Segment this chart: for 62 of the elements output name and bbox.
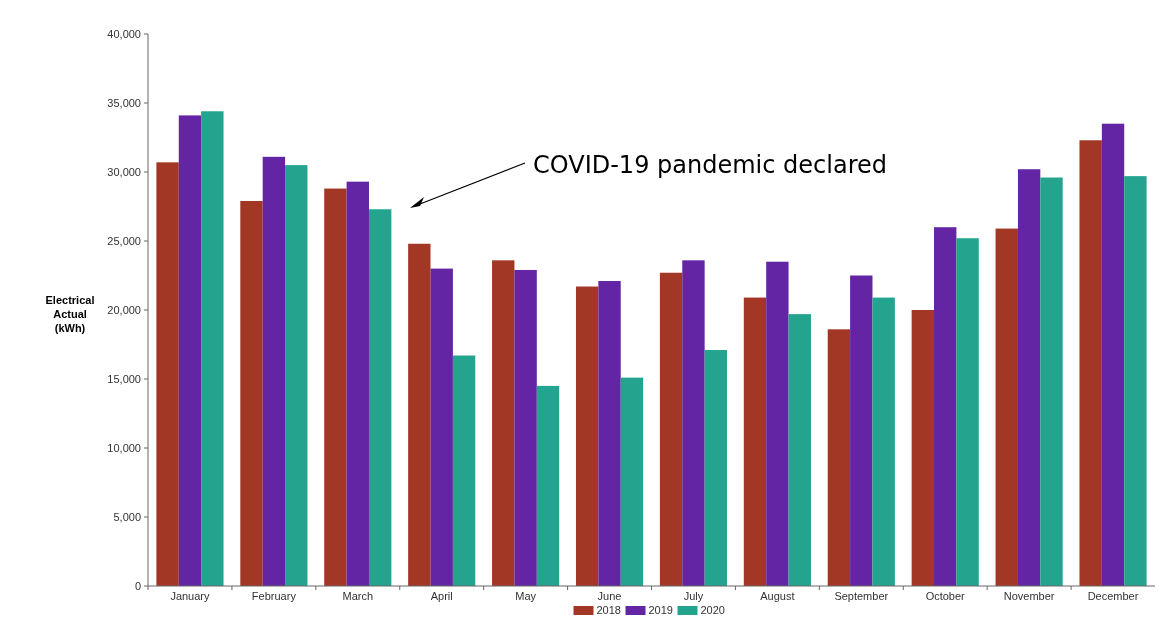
bar bbox=[827, 329, 851, 586]
bar bbox=[285, 165, 308, 586]
bar bbox=[956, 238, 979, 586]
bar bbox=[620, 377, 644, 586]
bar bbox=[598, 281, 621, 586]
bar bbox=[1040, 177, 1063, 586]
x-tick-label: December bbox=[1087, 590, 1139, 602]
annotation: COVID-19 pandemic declared bbox=[533, 151, 887, 179]
y-tick-label: 15,000 bbox=[107, 372, 141, 385]
bar bbox=[1101, 123, 1125, 586]
y-tick-label: 10,000 bbox=[107, 441, 141, 454]
bar bbox=[995, 228, 1018, 586]
bar bbox=[262, 156, 286, 586]
bar bbox=[788, 314, 811, 586]
x-tick-label: April bbox=[430, 590, 453, 602]
x-tick-label: March bbox=[342, 590, 374, 602]
y-tick-label: 5,000 bbox=[113, 510, 141, 523]
bar bbox=[1079, 140, 1102, 586]
bar bbox=[934, 227, 957, 586]
legend-label: 2018 bbox=[596, 604, 621, 616]
bar bbox=[743, 297, 767, 586]
bar bbox=[1124, 176, 1147, 586]
bar bbox=[659, 272, 683, 586]
y-tick-label: 20,000 bbox=[107, 303, 141, 316]
bar bbox=[156, 162, 179, 586]
bar bbox=[575, 286, 599, 586]
legend-label: 2020 bbox=[700, 604, 725, 616]
y-tick-label: 30,000 bbox=[107, 165, 141, 178]
y-axis-title: Electrical Actual (kWh) bbox=[45, 294, 95, 334]
x-tick-label: January bbox=[170, 590, 211, 602]
bar bbox=[850, 275, 873, 586]
bar bbox=[201, 111, 224, 586]
y-tick-label: 25,000 bbox=[107, 234, 141, 247]
x-tick-label: May bbox=[515, 590, 537, 602]
y-tick-label: 0 bbox=[134, 579, 141, 592]
x-tick-label: November bbox=[1003, 590, 1055, 602]
bar bbox=[492, 260, 515, 586]
bar bbox=[452, 355, 476, 586]
bar bbox=[430, 268, 453, 586]
y-tick-label: 40,000 bbox=[107, 27, 141, 40]
bar bbox=[911, 310, 935, 586]
bar bbox=[346, 181, 369, 586]
x-tick-label: February bbox=[251, 590, 297, 602]
bar bbox=[1017, 169, 1041, 586]
x-tick-label: July bbox=[683, 590, 704, 602]
bar bbox=[178, 115, 202, 586]
x-tick-label: June bbox=[597, 590, 622, 602]
bar bbox=[536, 385, 560, 586]
legend-label: 2019 bbox=[648, 604, 673, 616]
bar bbox=[682, 260, 705, 586]
bar bbox=[704, 350, 728, 586]
bar bbox=[766, 261, 789, 586]
x-tick-label: August bbox=[760, 590, 795, 602]
bar bbox=[514, 269, 537, 586]
bar bbox=[368, 209, 392, 586]
bar bbox=[872, 297, 895, 586]
bar bbox=[408, 243, 431, 586]
x-tick-label: September bbox=[834, 590, 889, 602]
bar bbox=[324, 188, 347, 586]
bar bbox=[240, 200, 263, 586]
y-tick-label: 35,000 bbox=[107, 96, 141, 109]
x-tick-label: October bbox=[925, 590, 966, 602]
